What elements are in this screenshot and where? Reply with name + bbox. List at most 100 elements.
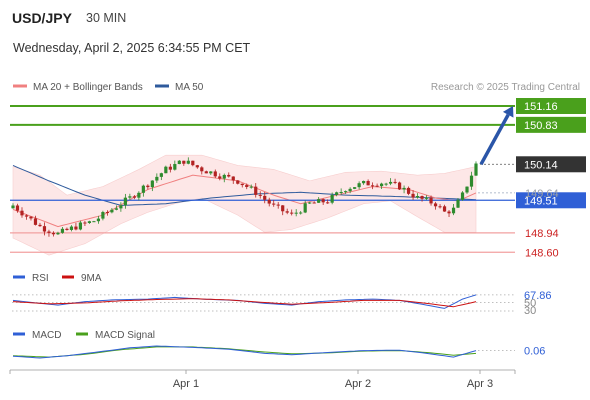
candle-body bbox=[119, 205, 123, 209]
candle-body bbox=[20, 210, 24, 216]
candle-body bbox=[87, 221, 92, 224]
candle-body bbox=[141, 185, 145, 193]
ma50-legend-swatch bbox=[155, 84, 169, 88]
candle-body bbox=[42, 226, 47, 232]
candle-body bbox=[240, 183, 244, 186]
time-axis-label: Apr 2 bbox=[345, 378, 371, 390]
candle-body bbox=[168, 166, 172, 170]
candle-body bbox=[397, 182, 402, 190]
candle-body bbox=[362, 180, 366, 184]
candle-body bbox=[456, 199, 460, 208]
candle-body bbox=[146, 185, 150, 188]
candle-body bbox=[96, 218, 101, 222]
candle-body bbox=[384, 183, 388, 185]
rsi-level-label: 30 bbox=[524, 305, 536, 317]
candle-body bbox=[330, 194, 334, 203]
candle-body bbox=[218, 176, 222, 179]
candle-body bbox=[272, 203, 276, 205]
candle-body bbox=[317, 199, 321, 203]
macd-legend-swatch bbox=[13, 332, 25, 336]
candle-body bbox=[65, 228, 69, 230]
candle-body bbox=[137, 192, 141, 198]
candle-body bbox=[245, 185, 249, 187]
candle-body bbox=[155, 176, 159, 181]
resistance-label: 150.83 bbox=[524, 120, 558, 132]
macd-legend-label: MACD bbox=[32, 330, 61, 341]
macd-signal-legend-swatch bbox=[76, 332, 88, 336]
price-panel: 151.16 150.83 149.51 148.94 148.60 149.64 150.… bbox=[10, 98, 586, 259]
candle-body bbox=[173, 164, 177, 170]
candle-body bbox=[56, 232, 60, 235]
rsi-value-label: 67.86 bbox=[524, 290, 552, 302]
candle-body bbox=[267, 199, 271, 204]
macd-line bbox=[12, 345, 477, 359]
macd-signal-line bbox=[12, 346, 477, 358]
candle-body bbox=[15, 205, 20, 211]
candle-body bbox=[60, 228, 65, 233]
candle-body bbox=[92, 221, 96, 223]
candle-body bbox=[191, 160, 195, 166]
candle-body bbox=[164, 166, 168, 174]
candle-body bbox=[438, 206, 442, 208]
candle-body bbox=[303, 203, 307, 213]
timestamp: Wednesday, April 2, 2025 6:34:55 PM CET bbox=[13, 41, 251, 55]
candle-body bbox=[393, 181, 397, 183]
ma20-legend-label: MA 20 + Bollinger Bands bbox=[33, 82, 143, 93]
macd-value-label: 0.06 bbox=[524, 346, 545, 358]
support-label: 148.94 bbox=[525, 228, 559, 240]
pair-title: USD/JPY bbox=[12, 10, 72, 26]
candle-body bbox=[451, 207, 456, 214]
candle-body bbox=[442, 206, 447, 212]
candle-body bbox=[51, 232, 56, 235]
candle-body bbox=[132, 196, 136, 198]
candle-body bbox=[281, 205, 285, 212]
candle-body bbox=[299, 212, 303, 214]
candle-body bbox=[231, 176, 235, 181]
candle-body bbox=[177, 160, 181, 165]
candle-body bbox=[326, 202, 330, 204]
candle-body bbox=[375, 185, 379, 187]
credit-text: Research © 2025 Trading Central bbox=[431, 82, 580, 93]
candle-body bbox=[366, 180, 370, 186]
candle-body bbox=[290, 212, 294, 214]
candle-body bbox=[182, 160, 186, 164]
candle-body bbox=[353, 187, 357, 189]
candle-body bbox=[474, 163, 478, 176]
macd-signal-legend-label: MACD Signal bbox=[95, 330, 155, 341]
macd-legend: MACD MACD Signal bbox=[13, 330, 155, 341]
candle-body bbox=[348, 188, 352, 192]
ma50-legend-label: MA 50 bbox=[175, 82, 204, 93]
forecast-arrow-head bbox=[502, 106, 514, 118]
candle-body bbox=[186, 160, 190, 164]
ma20-legend-swatch bbox=[13, 84, 27, 88]
candle-body bbox=[339, 191, 343, 193]
resistance-label: 151.16 bbox=[524, 101, 558, 113]
rsi-ma-legend-label: 9MA bbox=[81, 273, 102, 284]
candle-body bbox=[222, 174, 226, 179]
candle-body bbox=[344, 191, 348, 193]
candle-body bbox=[24, 215, 29, 217]
main-legend: MA 20 + Bollinger Bands MA 50 bbox=[13, 82, 204, 93]
candle-body bbox=[249, 186, 253, 188]
candle-body bbox=[258, 194, 262, 196]
candle-body bbox=[29, 216, 33, 219]
ma-reading-label: 149.64 bbox=[525, 188, 559, 200]
candle-body bbox=[263, 195, 267, 200]
candle-body bbox=[159, 173, 163, 177]
candle-body bbox=[69, 226, 74, 230]
candle-body bbox=[285, 211, 289, 213]
resistance-label-box bbox=[516, 116, 586, 133]
candle-body bbox=[110, 209, 114, 213]
candle-body bbox=[460, 192, 465, 200]
candle-body bbox=[357, 183, 361, 188]
candle-body bbox=[209, 171, 213, 174]
candle-body bbox=[429, 197, 433, 204]
candle-body bbox=[227, 174, 231, 177]
candle-body bbox=[420, 196, 424, 199]
candle-body bbox=[335, 192, 339, 195]
current-price-box bbox=[516, 156, 586, 173]
rsi-legend-label: RSI bbox=[32, 273, 49, 284]
support-label: 148.60 bbox=[525, 247, 559, 259]
